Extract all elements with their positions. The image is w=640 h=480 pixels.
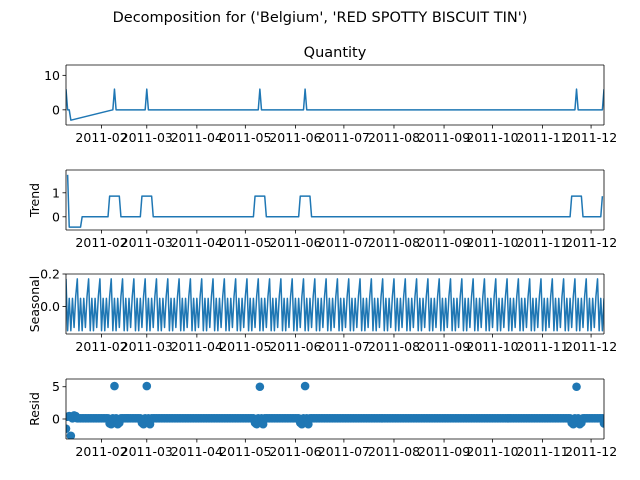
- x-tick-label: 2011-02: [75, 339, 127, 354]
- resid-point: [110, 381, 119, 391]
- x-tick-label: 2011-02: [75, 444, 127, 459]
- resid-point: [300, 381, 310, 391]
- x-tick-label: 2011-07: [318, 235, 370, 250]
- y-axis-label: Trend: [27, 183, 42, 218]
- x-tick-label: 2011-09: [418, 339, 470, 354]
- subplot-2: 012011-022011-032011-042011-052011-06201…: [27, 169, 617, 250]
- x-tick-label: 2011-05: [219, 339, 271, 354]
- x-tick-label: 2011-08: [368, 444, 420, 459]
- subplot-1: 0102011-022011-032011-042011-052011-0620…: [44, 45, 617, 145]
- resid-point: [142, 381, 152, 391]
- plot-area: [66, 174, 604, 228]
- subplots: 0102011-022011-032011-042011-052011-0620…: [27, 45, 617, 459]
- x-tick-label: 2011-04: [171, 339, 223, 354]
- x-tick-label: 2011-05: [219, 444, 271, 459]
- plot-area: [66, 381, 604, 439]
- resid-point: [66, 431, 76, 439]
- resid-point: [572, 382, 581, 392]
- x-tick-label: 2011-05: [219, 235, 271, 250]
- y-tick-label: 5: [52, 379, 60, 394]
- x-tick-label: 2011-10: [466, 339, 518, 354]
- x-tick-label: 2011-06: [269, 130, 321, 145]
- x-tick-label: 2011-09: [418, 444, 470, 459]
- x-tick-label: 2011-11: [516, 235, 568, 250]
- subplot-title: Quantity: [304, 45, 367, 61]
- x-tick-label: 2011-11: [516, 444, 568, 459]
- y-tick-label: 0: [52, 412, 60, 427]
- y-axis-label: Resid: [27, 392, 42, 426]
- x-tick-label: 2011-05: [219, 130, 271, 145]
- x-tick-label: 2011-12: [565, 444, 617, 459]
- x-tick-label: 2011-06: [269, 444, 321, 459]
- y-tick-label: 0: [52, 102, 60, 117]
- y-tick-label: 10: [44, 68, 60, 83]
- x-tick-label: 2011-06: [269, 235, 321, 250]
- y-axis-label: Seasonal: [27, 276, 42, 333]
- plot-area: [66, 278, 604, 332]
- x-tick-label: 2011-11: [516, 339, 568, 354]
- x-tick-label: 2011-09: [418, 235, 470, 250]
- x-tick-label: 2011-03: [121, 339, 173, 354]
- y-tick-label: 0: [52, 209, 60, 224]
- series-line: [66, 278, 604, 332]
- subplot-3: 0.00.22011-022011-032011-042011-052011-0…: [27, 267, 617, 355]
- y-tick-label: 1: [52, 185, 60, 200]
- x-tick-label: 2011-08: [368, 130, 420, 145]
- x-tick-label: 2011-12: [565, 339, 617, 354]
- y-tick-label: 0.0: [40, 299, 60, 314]
- figure-suptitle: Decomposition for ('Belgium', 'RED SPOTT…: [113, 10, 528, 26]
- x-tick-label: 2011-07: [318, 444, 370, 459]
- x-tick-label: 2011-06: [269, 339, 321, 354]
- series-line: [66, 174, 604, 228]
- x-tick-label: 2011-12: [565, 235, 617, 250]
- resid-point: [255, 382, 265, 392]
- resid-point: [599, 419, 604, 428]
- x-tick-label: 2011-08: [368, 339, 420, 354]
- x-tick-label: 2011-08: [368, 235, 420, 250]
- x-tick-label: 2011-02: [75, 130, 127, 145]
- x-tick-label: 2011-10: [466, 130, 518, 145]
- x-tick-label: 2011-03: [121, 444, 173, 459]
- x-tick-label: 2011-07: [318, 339, 370, 354]
- x-tick-label: 2011-07: [318, 130, 370, 145]
- x-tick-label: 2011-12: [565, 130, 617, 145]
- x-tick-label: 2011-03: [121, 130, 173, 145]
- x-tick-label: 2011-04: [171, 235, 223, 250]
- plot-area: [66, 88, 604, 121]
- x-tick-label: 2011-04: [171, 444, 223, 459]
- x-tick-label: 2011-03: [121, 235, 173, 250]
- subplot-4: 052011-022011-032011-042011-052011-06201…: [27, 378, 617, 459]
- resid-point: [66, 424, 71, 433]
- x-tick-label: 2011-02: [75, 235, 127, 250]
- y-tick-label: 0.2: [40, 267, 60, 282]
- x-tick-label: 2011-09: [418, 130, 470, 145]
- x-tick-label: 2011-11: [516, 130, 568, 145]
- series-line: [66, 88, 604, 121]
- x-tick-label: 2011-10: [466, 235, 518, 250]
- x-tick-label: 2011-10: [466, 444, 518, 459]
- x-tick-label: 2011-04: [171, 130, 223, 145]
